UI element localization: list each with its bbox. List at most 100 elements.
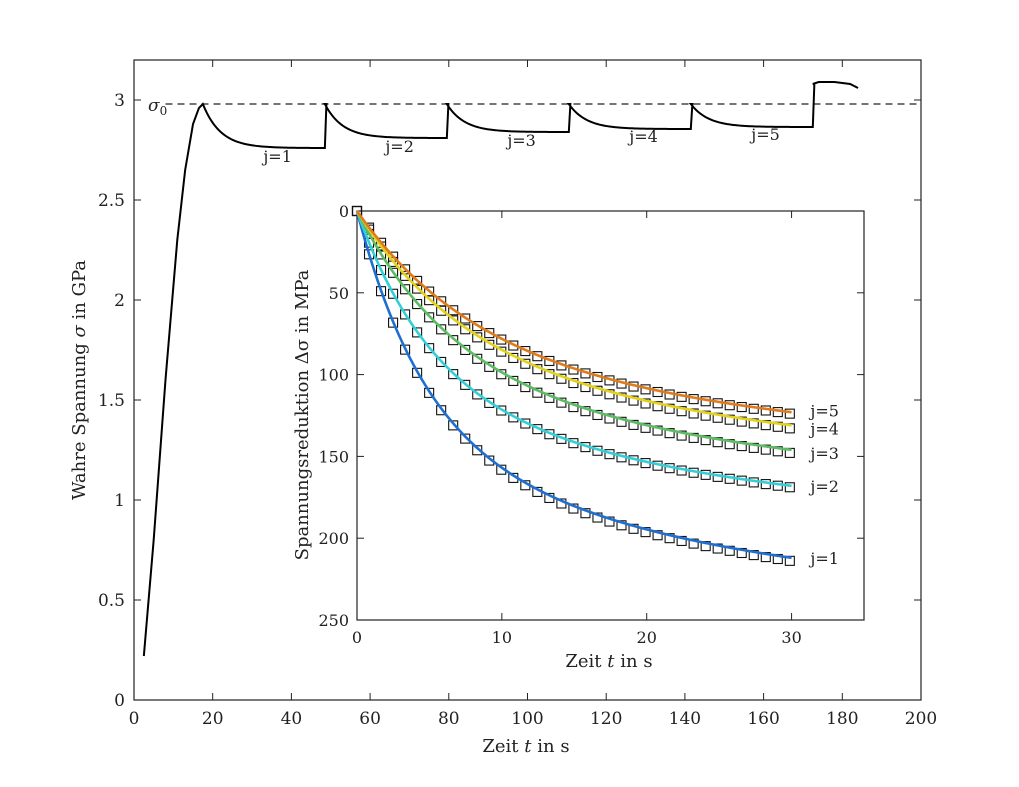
data-marker-j=3: [736, 441, 747, 452]
main-x-tick-label: 160: [747, 709, 779, 729]
data-marker-j=5: [784, 408, 795, 419]
main-annotation: j=2: [383, 137, 414, 156]
data-marker-j=3: [424, 312, 435, 323]
data-marker-j=5: [472, 321, 483, 332]
data-marker-j=2: [424, 343, 435, 354]
data-marker-j=4: [448, 315, 459, 326]
data-marker-j=3: [436, 324, 447, 335]
data-marker-j=4: [688, 408, 699, 419]
data-marker-j=2: [448, 369, 459, 380]
main-x-axis-label: Zeit t in s: [482, 736, 569, 757]
data-marker-j=4: [592, 385, 603, 396]
data-marker-j=3: [688, 432, 699, 443]
data-marker-j=3: [676, 430, 687, 441]
data-marker-j=4: [628, 395, 639, 406]
data-marker-j=4: [400, 270, 411, 281]
data-marker-j=4: [664, 403, 675, 414]
data-marker-j=3: [400, 284, 411, 295]
data-marker-j=3: [724, 439, 735, 450]
data-marker-j=3: [604, 413, 615, 424]
main-y-tick-label: 0: [114, 691, 125, 711]
data-marker-j=3: [412, 298, 423, 310]
inset-series-label: j=5: [808, 402, 839, 421]
stress-curve: [142, 81, 859, 657]
data-marker-j=3: [664, 428, 675, 439]
data-marker-j=4: [412, 283, 423, 294]
data-marker-j=3: [652, 425, 663, 436]
main-x-tick-label: 20: [202, 709, 224, 729]
data-marker-j=4: [712, 412, 723, 423]
main-y-axis-label: Wahre Spannung σ in GPa: [69, 260, 90, 500]
inset-y-tick-label: 250: [318, 611, 349, 630]
main-y-tick-label: 0.5: [98, 591, 125, 611]
inset-series-label: j=3: [808, 444, 839, 463]
data-marker-j=1: [388, 317, 399, 328]
data-marker-j=3: [388, 267, 399, 278]
main-y-tick-label: 1: [114, 491, 125, 511]
main-x-tick-label: 0: [129, 709, 140, 729]
data-marker-j=1: [724, 545, 735, 556]
data-marker-j=1: [412, 367, 423, 378]
data-marker-j=5: [448, 305, 459, 316]
data-marker-j=1: [700, 541, 711, 552]
data-marker-j=3: [640, 422, 651, 433]
data-marker-j=2: [375, 264, 387, 276]
data-marker-j=3: [700, 435, 711, 446]
data-marker-j=3: [592, 409, 603, 421]
sigma0-label: σ0: [148, 96, 167, 118]
data-marker-j=3: [628, 419, 639, 430]
fit-line-j=4: [355, 210, 792, 427]
fit-line-j=5: [355, 210, 792, 414]
inset-x-tick-label: 20: [637, 628, 657, 647]
data-marker-j=1: [688, 538, 699, 549]
inset-y-tick-label: 200: [318, 529, 349, 548]
main-x-tick-label: 180: [826, 709, 858, 729]
main-x-tick-label: 60: [359, 709, 381, 729]
data-marker-j=4: [724, 414, 735, 425]
inset-x-tick-label: 0: [352, 628, 362, 647]
data-marker-j=2: [784, 482, 795, 493]
data-marker-j=4: [604, 389, 615, 400]
inset-y-tick-label: 150: [318, 447, 349, 466]
main-y-tick-label: 2.5: [98, 191, 125, 211]
data-marker-j=2: [436, 356, 447, 368]
data-marker-j=3: [616, 416, 627, 427]
data-marker-j=1: [640, 527, 651, 538]
data-marker-j=4: [700, 410, 711, 421]
main-x-tick-label: 140: [669, 709, 701, 729]
data-marker-j=2: [460, 379, 471, 390]
inset-y-tick-label: 0: [339, 202, 349, 221]
data-marker-j=4: [676, 406, 687, 417]
inset-x-tick-label: 30: [781, 628, 801, 647]
data-marker-j=5: [460, 313, 471, 324]
data-marker-j=1: [712, 543, 723, 554]
main-y-tick-label: 2: [114, 291, 125, 311]
data-marker-j=1: [664, 533, 675, 544]
main-y-tick-label: 3: [114, 91, 125, 111]
main-axes: 0 20 40 60 80 100 120 140 160 180 20000.511.522.53…: [98, 59, 937, 729]
data-marker-j=3: [712, 437, 723, 448]
data-marker-j=4: [736, 416, 747, 427]
data-marker-j=1: [616, 520, 627, 531]
inset-x-tick-label: 10: [492, 628, 512, 647]
data-marker-j=1: [448, 420, 459, 431]
fit-line-j=3: [355, 210, 792, 452]
data-marker-j=1: [400, 344, 411, 355]
data-marker-j=2: [388, 288, 399, 299]
data-marker-j=5: [412, 275, 423, 286]
data-marker-j=1: [604, 516, 615, 527]
inset-y-tick-label: 50: [329, 284, 349, 303]
main-y-tick-label: 1.5: [98, 391, 125, 411]
main-x-tick-label: 80: [438, 709, 460, 729]
data-marker-j=2: [400, 309, 411, 320]
data-marker-j=3: [375, 249, 387, 260]
inset-y-tick-label: 100: [318, 366, 349, 385]
data-marker-j=1: [424, 387, 435, 398]
data-marker-j=5: [424, 286, 435, 297]
data-marker-j=2: [472, 389, 483, 400]
inset-y-axis-label: Spannungsreduktion Δσ in MPa: [292, 269, 313, 560]
main-annotation: j=4: [627, 127, 658, 146]
data-marker-j=1: [628, 523, 639, 534]
inset-series-label: j=1: [808, 549, 839, 568]
